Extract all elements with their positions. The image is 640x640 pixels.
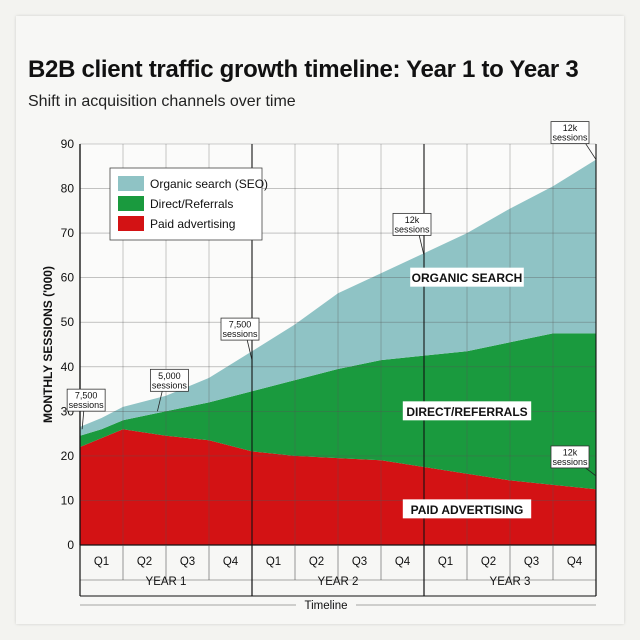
x-tick-label: Q1 [438, 556, 453, 568]
x-tick-label: Q2 [137, 556, 152, 568]
annotation-box [550, 445, 590, 469]
annotation-leader [585, 143, 597, 160]
y-tick-label: 90 [61, 137, 75, 151]
year-label: YEAR 3 [490, 576, 531, 588]
x-tick-label: Q4 [567, 556, 583, 568]
annotation-box [392, 212, 432, 236]
annotation-leader [157, 391, 163, 412]
y-tick-label: 50 [61, 315, 75, 329]
x-tick-label: Q1 [266, 556, 281, 568]
annotation-box [220, 317, 260, 341]
y-tick-label: 0 [67, 538, 74, 552]
annotation-unit: sessions [552, 457, 588, 467]
legend-swatch [118, 216, 144, 231]
x-tick-label: Q2 [309, 556, 324, 568]
legend-label: Paid advertising [150, 217, 235, 231]
region-label: PAID ADVERTISING [411, 503, 524, 517]
annotation-box [149, 368, 189, 392]
x-tick-label: Q3 [524, 556, 539, 568]
annotation-leader [585, 467, 597, 477]
annotation-unit: sessions [394, 224, 430, 234]
annotation-leader [418, 235, 425, 256]
annotation-unit: sessions [222, 329, 258, 339]
y-tick-label: 70 [61, 226, 75, 240]
annotation-value: 12k [563, 447, 578, 457]
y-tick-label: 10 [61, 493, 75, 507]
annotation-value: 7,500 [229, 320, 252, 330]
legend-label: Organic search (SEO) [150, 177, 268, 191]
annotation-leader [81, 411, 85, 430]
annotation-leader [246, 340, 253, 361]
legend-label: Direct/Referrals [150, 197, 233, 211]
x-tick-label: Q3 [352, 556, 367, 568]
legend-swatch [118, 196, 144, 211]
y-tick-label: 80 [61, 182, 75, 196]
region-label: ORGANIC SEARCH [412, 271, 523, 285]
chart-subtitle: Shift in acquisition channels over time [28, 93, 296, 110]
y-axis-title: MONTHLY SESSIONS ('000) [41, 266, 55, 423]
y-tick-label: 20 [61, 449, 75, 463]
y-tick-label: 40 [61, 360, 75, 374]
annotation-unit: sessions [152, 380, 188, 390]
annotation-value: 5,000 [158, 371, 181, 381]
annotation-box [550, 121, 590, 144]
x-tick-label: Q1 [94, 556, 109, 568]
x-tick-label: Q3 [180, 556, 195, 568]
annotation-unit: sessions [69, 400, 105, 410]
x-tick-label: Q4 [395, 556, 411, 568]
annotation-value: 12k [563, 123, 578, 133]
annotation-box [66, 388, 106, 412]
region-label-box [402, 499, 532, 519]
annotation-unit: sessions [552, 133, 588, 143]
region-label-box [402, 401, 532, 421]
annotation-value: 7,500 [75, 391, 98, 401]
year-label: YEAR 1 [146, 576, 187, 588]
x-tick-label: Q2 [481, 556, 496, 568]
region-label: DIRECT/REFERRALS [406, 405, 527, 419]
chart-title: B2B client traffic growth timeline: Year… [28, 56, 579, 83]
y-tick-label: 60 [61, 271, 75, 285]
annotation-value: 12k [405, 215, 420, 225]
year-label: YEAR 2 [318, 576, 359, 588]
x-axis-title: Timeline [304, 600, 347, 612]
region-label-box [410, 267, 524, 287]
legend-swatch [118, 176, 144, 191]
x-tick-label: Q4 [223, 556, 239, 568]
